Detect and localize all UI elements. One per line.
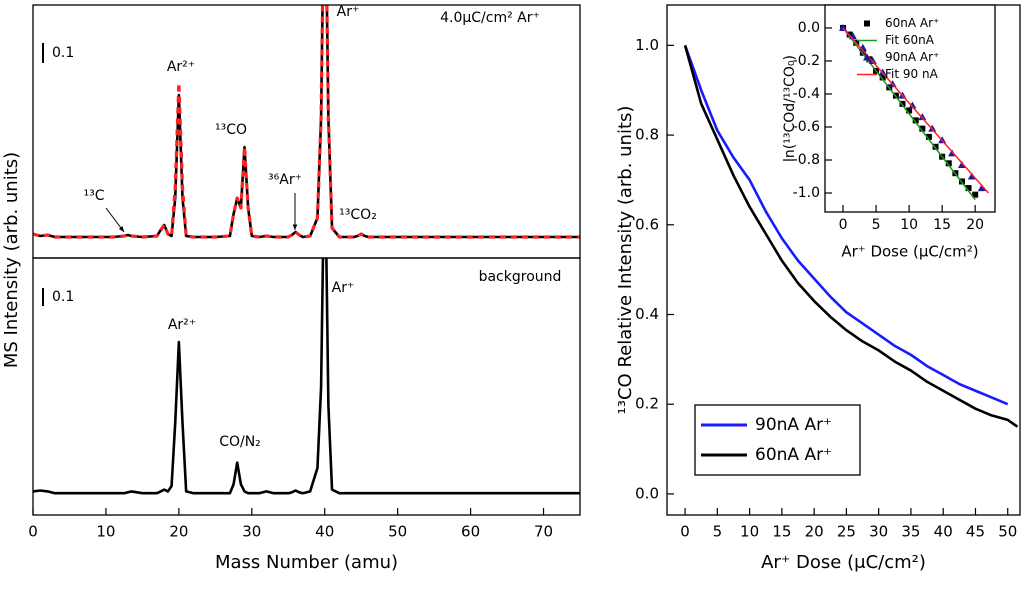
x-axis-title: Ar⁺ Dose (μC/cm²) [761,552,926,573]
point [908,101,917,109]
legend-label: 90nA Ar⁺ [885,50,939,64]
series-line [842,27,976,201]
x-tick-label: 20 [169,523,188,541]
x-tick-label: 30 [869,523,888,541]
point [932,143,939,150]
y-axis-title: ¹³CO Relative Intensity (arb. units) [615,106,636,415]
x-tick-label: 25 [837,523,856,541]
x-tick-label: 40 [934,523,953,541]
x-tick-label: 70 [534,523,553,541]
y-tick-label: -0.8 [793,152,820,168]
frame [824,4,996,213]
annotation: ¹³CO₂ [339,207,377,223]
x-tick-label: 5 [713,523,723,541]
plot-area [683,44,1019,428]
series-line [683,45,1019,428]
y-tick-label: 0.0 [798,20,820,36]
point [899,100,906,107]
y-tick-label: 0.6 [635,215,659,233]
annotation: CO/N₂ [219,434,261,450]
legend-box [694,404,861,476]
series-line [33,258,580,495]
annotation: Ar²⁺ [168,317,196,333]
y-axis-title: MS Intensity (arb. units) [1,152,22,368]
annotation: ¹³C [84,188,105,204]
series-line [683,44,1009,406]
x-tick-label: 15 [933,217,951,233]
point [868,56,877,64]
legend-marker [864,20,870,27]
annotation: background [479,269,562,285]
legend-label: Fit 90 nA [885,67,939,81]
y-tick-label: 1.0 [635,36,659,54]
annotation: 4.0μC/cm² Ar⁺ [440,10,540,26]
point [925,133,932,140]
legend-label: Fit 60nA [885,33,935,47]
x-tick-label: 35 [901,523,920,541]
series-line [33,5,580,239]
point [912,117,919,124]
x-tick-label: 15 [772,523,791,541]
y-tick-label: -0.4 [793,86,820,102]
point [945,160,952,167]
y-tick-label: -0.2 [793,53,820,69]
x-tick-label: 0 [680,523,690,541]
y-tick-label: 0.8 [635,126,659,144]
x-tick-label: 0 [28,523,38,541]
y-tick-label: 0.2 [635,395,659,413]
arrow-head [118,226,124,232]
x-tick-label: 10 [96,523,115,541]
x-tick-label: 10 [900,217,918,233]
y-tick-label: -1.0 [793,185,820,201]
x-tick-label: 45 [966,523,985,541]
x-tick-label: 20 [805,523,824,541]
point [879,74,886,81]
annotation: ¹³CO [215,122,247,138]
point [967,172,976,180]
legend-label: 90nA Ar⁺ [755,415,832,435]
point [977,184,986,192]
plot-area [33,5,580,239]
annotation: ³⁶Ar⁺ [268,172,302,188]
x-tick-label: 50 [998,523,1017,541]
legend-label: 60nA Ar⁺ [755,445,832,465]
legend-label: 60nA Ar⁺ [885,16,939,30]
point [965,185,972,192]
x-tick-label: 50 [388,523,407,541]
plot-area [33,258,580,495]
frame [32,257,581,516]
y-tick-label: 0.0 [635,484,659,502]
legend-marker [863,53,871,61]
x-axis-title: Mass Number (amu) [215,552,398,573]
point [972,191,979,198]
point [906,107,913,114]
y-axis-title: ln(¹³COd/¹³CO₀) [782,55,798,162]
x-tick-label: 10 [740,523,759,541]
x-tick-label: 60 [461,523,480,541]
scale-bar-label: 0.1 [52,45,74,61]
x-tick-label: 20 [966,217,984,233]
arrow-head [292,224,298,230]
scale-bar-label: 0.1 [52,289,74,305]
point [919,125,926,132]
point [918,113,927,121]
x-axis-title: Ar⁺ Dose (μC/cm²) [841,243,978,261]
x-tick-label: 5 [872,217,881,233]
annotation: Ar⁺ [332,280,355,296]
y-tick-label: 0.4 [635,305,659,323]
x-tick-label: 0 [839,217,848,233]
series-line [33,5,580,239]
x-tick-label: 40 [315,523,334,541]
x-tick-label: 30 [242,523,261,541]
annotation: Ar⁺ [337,4,360,20]
annotation: Ar²⁺ [167,59,195,75]
y-tick-label: -0.6 [793,119,820,135]
